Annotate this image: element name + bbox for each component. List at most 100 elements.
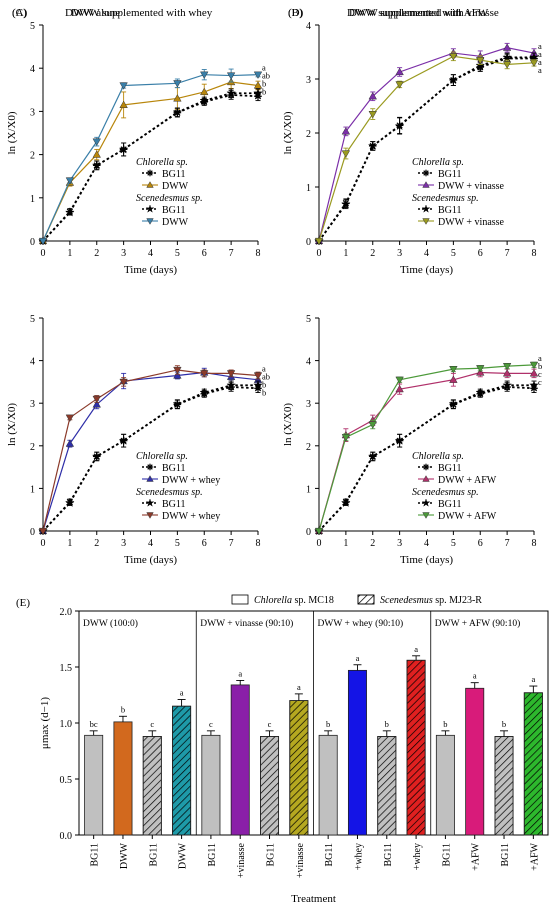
group-label: DWW (100:0) xyxy=(83,618,138,629)
legend-label: DWW + whey xyxy=(162,475,220,486)
x-tick-label: BG11 xyxy=(90,843,101,867)
legend-label: Chlorella sp. MC18 xyxy=(254,595,334,606)
significance-letter: b xyxy=(262,87,266,97)
x-tick-label: BG11 xyxy=(266,843,277,867)
x-tick-label: 7 xyxy=(229,538,234,549)
significance-letter: c xyxy=(538,377,542,387)
y-tick-label: 1 xyxy=(306,183,311,194)
significance-letter: a xyxy=(538,65,542,75)
bar xyxy=(113,721,133,836)
data-point xyxy=(502,61,512,69)
y-tick-label: 2.0 xyxy=(60,607,73,618)
significance-letter: b xyxy=(262,380,266,390)
significance-letter: c xyxy=(209,719,213,729)
data-point xyxy=(253,372,263,380)
data-point xyxy=(421,204,431,213)
x-tick-label: +vinasse xyxy=(295,842,306,878)
data-point xyxy=(340,497,351,508)
data-point xyxy=(368,91,377,100)
significance-letter: a xyxy=(538,57,542,67)
x-tick-label: 0 xyxy=(317,538,322,549)
data-point xyxy=(91,451,102,461)
data-point xyxy=(529,369,539,377)
bar-9: b BG11 xyxy=(318,719,338,867)
data-point xyxy=(528,52,540,62)
data-point xyxy=(476,365,485,373)
data-point xyxy=(423,170,429,176)
legend-species-label: Scenedesmus sp. xyxy=(412,193,479,204)
panel-title: DWW supplemented with whey xyxy=(71,7,213,19)
significance-letter: b xyxy=(121,704,125,714)
legend-label: Scenedesmus sp. MJ23-R xyxy=(380,595,482,606)
significance-letter: a xyxy=(414,644,418,654)
line-panel-3: 0 1 2 3 4 5 0 1 2 3 4 5 6 7 8 (C) DWW supplemented with … xyxy=(6,7,270,566)
significance-letter: a xyxy=(297,682,301,692)
significance-letter: a xyxy=(180,687,184,697)
data-point xyxy=(422,218,430,225)
significance-letter: b xyxy=(502,719,506,729)
legend-label: DWW + AFW xyxy=(438,475,497,486)
data-point xyxy=(422,181,430,188)
data-point xyxy=(64,207,75,217)
line-panel-4: 0 1 2 3 4 5 0 1 2 3 4 5 6 7 8 (D) DWW supplemented with … xyxy=(282,7,542,566)
x-tick-label: DWW xyxy=(178,842,189,869)
bar xyxy=(230,684,250,836)
x-tick-label: 8 xyxy=(256,538,261,549)
x-tick-label: 3 xyxy=(397,248,402,259)
x-tick-label: 8 xyxy=(532,248,537,259)
panel-title: DWW supplemented with AFW xyxy=(347,7,489,19)
series-line xyxy=(318,55,535,242)
y-tick-label: 3 xyxy=(30,399,35,410)
bar-hatch xyxy=(523,692,543,836)
bar-hatch xyxy=(494,736,514,836)
data-point xyxy=(395,376,404,385)
legend-strain: sp. MC18 xyxy=(292,595,334,606)
x-tick-label: 2 xyxy=(94,248,99,259)
y-tick-label: 3 xyxy=(30,107,35,118)
series-line xyxy=(318,56,534,242)
y-tick-label: 1.0 xyxy=(60,719,73,730)
data-point xyxy=(502,369,512,377)
legend-label: DWW + vinasse xyxy=(438,217,505,228)
x-tick-label: BG11 xyxy=(324,843,335,867)
legend-label: BG11 xyxy=(438,169,462,180)
x-tick-label: 0 xyxy=(41,248,46,259)
bar-7: c BG11 xyxy=(260,719,280,867)
data-point xyxy=(226,380,237,390)
data-point xyxy=(394,435,405,445)
legend-strain: sp. MJ23-R xyxy=(433,595,483,606)
bar-2: b DWW xyxy=(113,704,133,869)
significance-letter: a xyxy=(238,668,242,678)
bar-5: c BG11 xyxy=(201,719,221,867)
y-tick-label: 2 xyxy=(306,129,311,140)
data-point xyxy=(91,160,102,170)
series-line xyxy=(318,371,534,532)
bar-15: b BG11 xyxy=(494,719,514,867)
data-point xyxy=(118,144,129,154)
data-point xyxy=(119,100,128,109)
legend-label: BG11 xyxy=(162,205,186,216)
data-point xyxy=(394,120,405,131)
x-tick-label: 0 xyxy=(317,248,322,259)
legend-label: BG11 xyxy=(438,205,462,216)
series-line xyxy=(42,74,259,242)
data-point xyxy=(172,106,183,117)
legend-label: DWW xyxy=(162,217,189,228)
x-tick-label: +AFW xyxy=(471,842,482,870)
significance-letter: a xyxy=(262,364,266,374)
panel-label: (D) xyxy=(288,7,304,19)
y-tick-label: 3 xyxy=(306,399,311,410)
bar xyxy=(84,734,104,836)
bar xyxy=(465,687,485,836)
y-tick-label: 1 xyxy=(30,484,35,495)
y-tick-label: 4 xyxy=(306,21,311,32)
panel-title: DWW alone xyxy=(65,7,120,19)
y-axis-label: ln (X/X0) xyxy=(6,111,18,154)
data-point xyxy=(119,82,128,90)
bar-hatch xyxy=(377,736,397,836)
significance-letter: c xyxy=(538,369,542,379)
legend-species-label: Chlorella sp. xyxy=(412,157,464,168)
data-point xyxy=(529,59,539,68)
data-point xyxy=(200,370,209,378)
